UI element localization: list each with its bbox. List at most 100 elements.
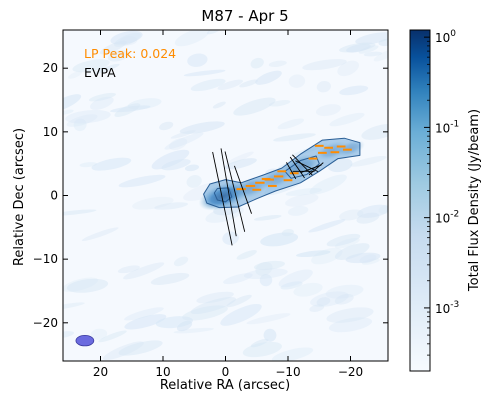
evpa-vector — [220, 148, 237, 237]
noise-blob — [316, 297, 331, 306]
noise-blob — [151, 149, 190, 170]
noise-blob — [250, 338, 269, 348]
noise-blob — [154, 202, 189, 210]
x-tick-label: 20 — [93, 365, 108, 379]
noise-blob — [123, 262, 165, 280]
noise-blob — [239, 79, 258, 88]
noise-blob — [346, 43, 371, 53]
noise-blob — [311, 247, 343, 265]
noise-blob — [118, 340, 163, 356]
noise-blob — [63, 94, 82, 112]
noise-blob — [68, 71, 82, 79]
noise-blob — [271, 347, 314, 361]
x-tick-label: −10 — [275, 365, 300, 379]
noise-blob — [259, 274, 273, 287]
noise-blob — [224, 158, 257, 170]
noise-blob — [226, 151, 254, 165]
noise-blob — [63, 277, 99, 292]
lp-vectors — [236, 144, 352, 191]
noise-blob — [339, 209, 364, 221]
y-tick-label: 10 — [43, 125, 58, 139]
noise-blob — [174, 30, 210, 47]
noise-blob — [357, 204, 388, 218]
colorbar-tick-label: 10-3 — [435, 300, 459, 316]
noise-blob — [107, 50, 130, 62]
noise-blob — [302, 59, 347, 71]
noise-blob — [309, 174, 347, 195]
noise-blob — [310, 291, 349, 307]
noise-blob — [159, 121, 174, 131]
noise-blob — [164, 132, 204, 150]
noise-blob — [268, 60, 287, 67]
noise-blob — [359, 254, 377, 264]
noise-blob — [339, 85, 369, 96]
noise-blob — [66, 114, 98, 127]
evpa-vector — [224, 151, 246, 232]
noise-blob — [250, 57, 264, 69]
noise-blob — [253, 215, 282, 221]
noise-blob — [212, 101, 226, 109]
noise-blob — [114, 103, 141, 117]
noise-blob — [285, 188, 323, 196]
noise-blob — [187, 53, 208, 67]
noise-blob — [190, 78, 226, 92]
noise-blob — [363, 51, 383, 57]
noise-blob — [173, 256, 189, 267]
noise-blob — [373, 48, 388, 62]
noise-blob — [190, 297, 236, 315]
colorbar-tick-label: 10-2 — [435, 210, 459, 226]
noise-blob — [236, 250, 257, 260]
contour-inner — [284, 155, 320, 179]
x-tick-label: 10 — [155, 365, 170, 379]
noise-blob — [179, 121, 225, 134]
noise-blob — [63, 209, 97, 216]
noise-blob — [361, 258, 380, 265]
noise-blob — [173, 327, 215, 334]
noise-blob — [110, 105, 151, 113]
noise-blob — [81, 227, 119, 241]
noise-blob — [169, 138, 188, 151]
noise-blob — [268, 100, 291, 107]
noise-blob — [182, 305, 228, 321]
x-axis-ticks: 20 10 0 −10 −20 — [93, 30, 363, 379]
noise-blob — [119, 36, 138, 46]
noise-blob — [378, 204, 388, 214]
evpa-vector — [289, 156, 305, 179]
evpa-vector — [308, 162, 324, 176]
noise-blob — [124, 314, 167, 330]
evpa-vector — [234, 165, 252, 214]
noise-blob — [328, 317, 373, 333]
colorbar-tick-label: 100 — [435, 29, 456, 45]
noise-blob — [242, 341, 282, 358]
y-axis-ticks: 20 10 0 −10 −20 — [33, 61, 388, 330]
noise-blob — [65, 109, 111, 124]
noise-blob — [118, 174, 166, 188]
noise-blob — [280, 281, 303, 290]
colorbar-tick-label: 10-1 — [435, 119, 459, 135]
noise-blob — [263, 328, 277, 342]
noise-blob — [339, 42, 376, 53]
noise-blob — [273, 133, 316, 142]
noise-blob — [285, 194, 319, 207]
noise-blob — [63, 302, 85, 311]
noise-blob — [90, 328, 108, 340]
noise-blob — [293, 282, 323, 297]
noise-blob — [124, 307, 164, 321]
noise-blob — [243, 268, 288, 280]
noise-blob — [94, 63, 120, 74]
colorbar-label: Total Flux Density (Jy/beam) — [467, 109, 482, 292]
noise-blob — [220, 303, 262, 326]
noise-blob — [233, 97, 276, 116]
noise-blob — [98, 330, 127, 343]
noise-blob — [329, 112, 365, 127]
noise-blob — [308, 219, 346, 233]
noise-blob — [196, 291, 234, 304]
x-axis-label: Relative RA (arcsec) — [160, 378, 290, 393]
noise-blob — [288, 74, 306, 88]
noise-blob — [117, 265, 140, 274]
noise-blob — [217, 79, 244, 90]
noise-blob — [183, 69, 226, 77]
noise-blob — [316, 80, 331, 93]
noise-blob — [66, 278, 109, 293]
